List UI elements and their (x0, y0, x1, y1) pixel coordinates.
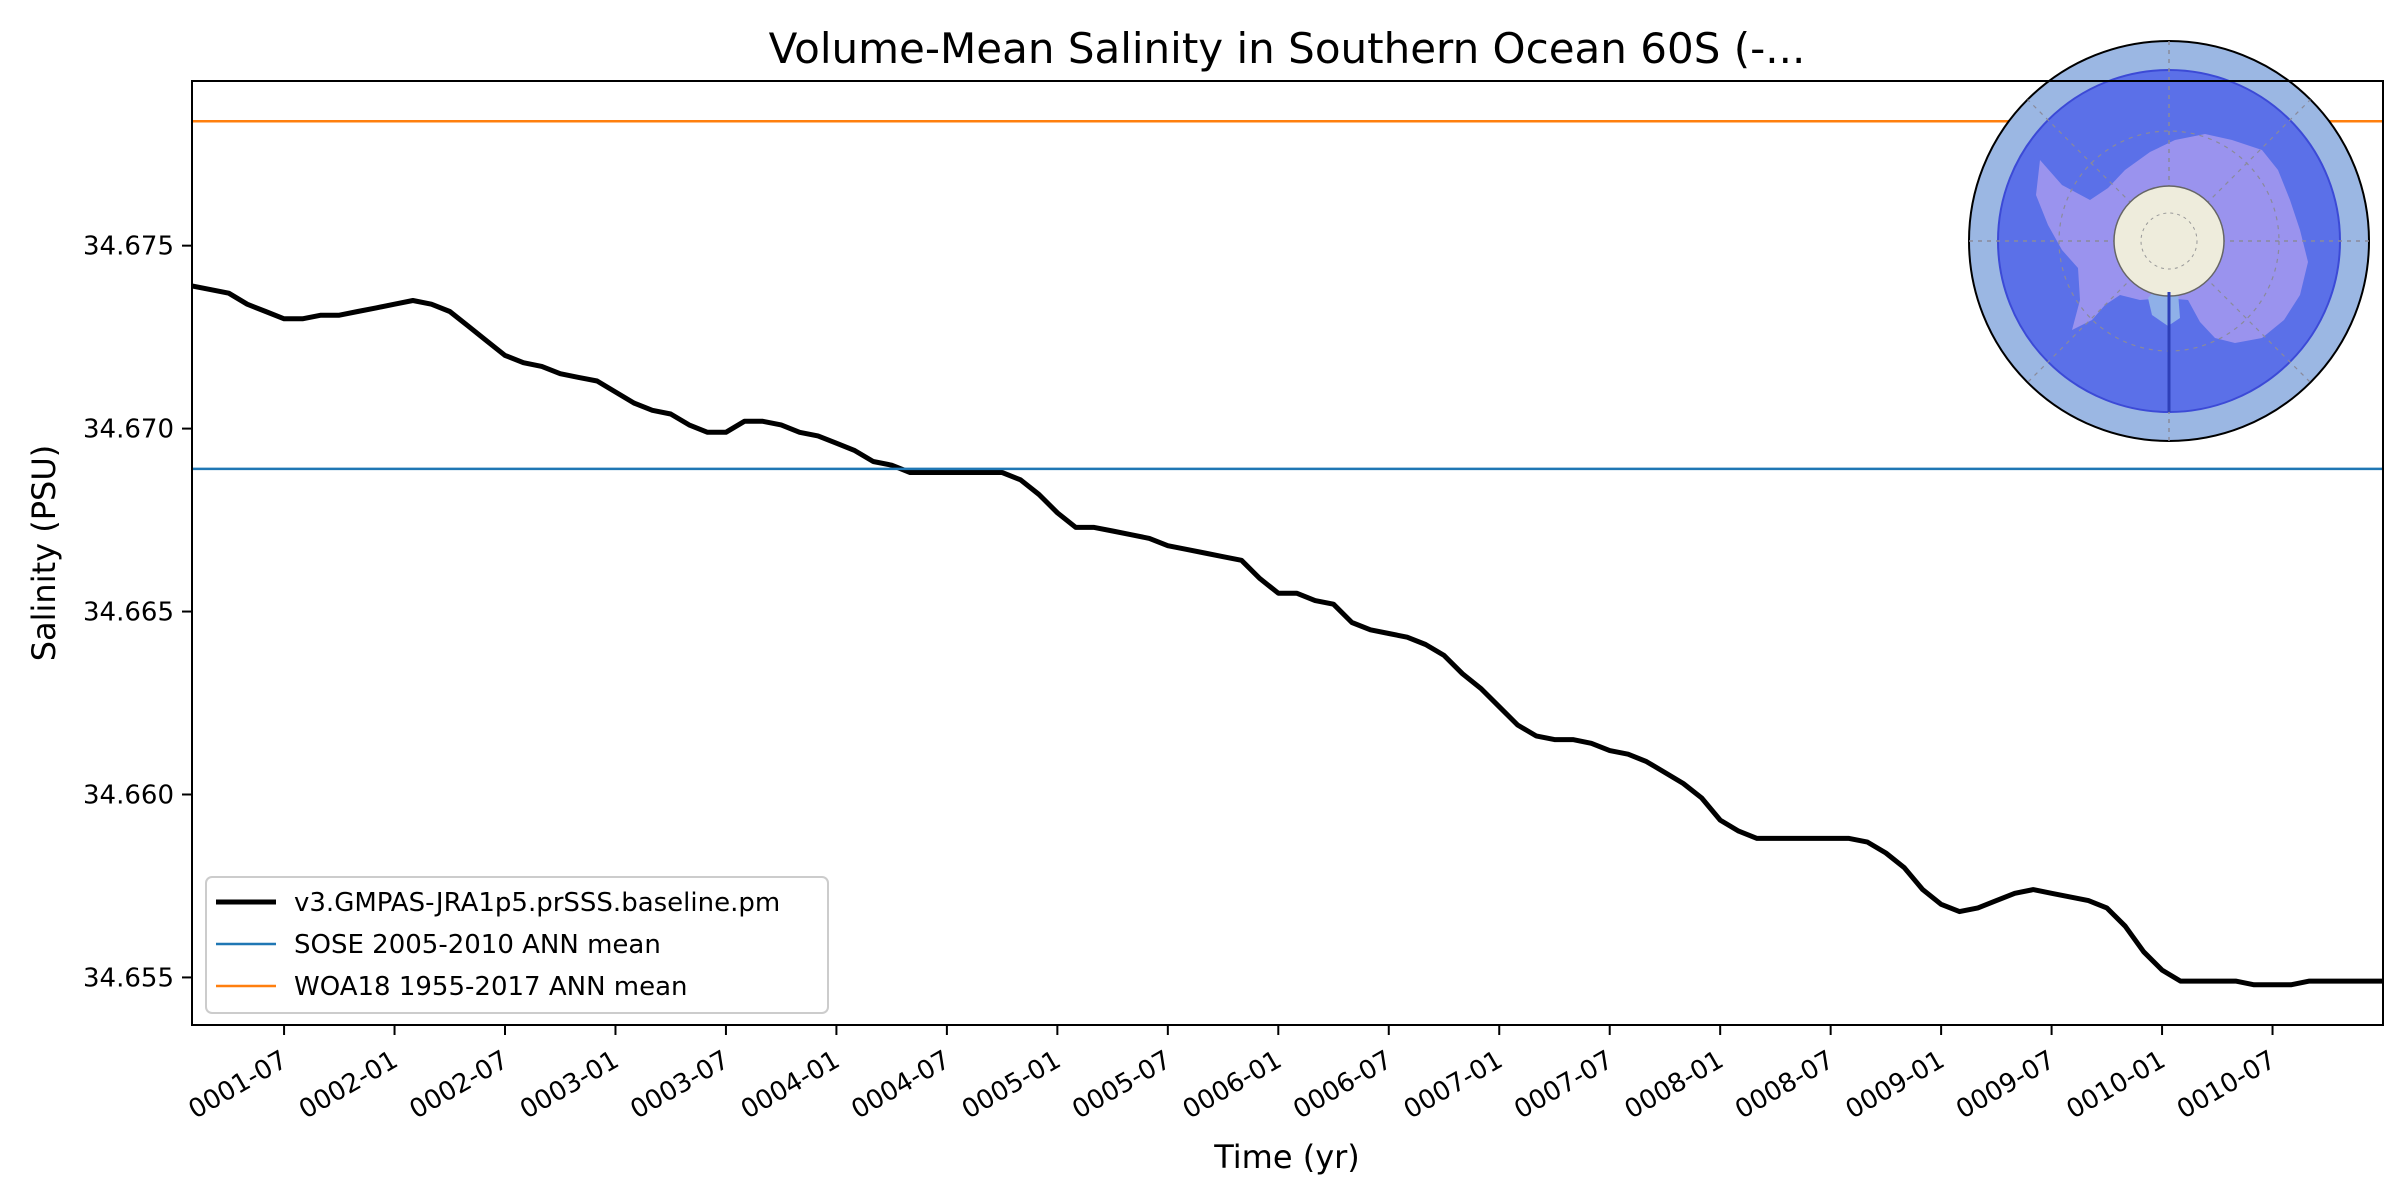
chart-title: Volume-Mean Salinity in Southern Ocean 6… (769, 24, 1806, 73)
y-axis: 34.655 34.660 34.665 34.670 34.675 (83, 232, 192, 993)
inset-pole-cap (2113, 185, 2225, 297)
legend: v3.GMPAS-JRA1p5.prSSS.baseline.pm SOSE 2… (205, 876, 829, 1014)
plot-frame (191, 80, 2384, 1026)
x-axis-label: Time (yr) (1213, 1138, 1360, 1176)
legend-label-woa18: WOA18 1955-2017 ANN mean (294, 972, 688, 1002)
region-inset-map (1968, 40, 2370, 442)
y-tick-label: 34.670 (83, 415, 174, 445)
legend-label-sose: SOSE 2005-2010 ANN mean (294, 930, 661, 960)
y-tick-label: 34.675 (83, 232, 174, 262)
series-line-model (192, 283, 2383, 988)
y-tick-label: 34.660 (83, 780, 174, 810)
y-tick-label: 34.655 (83, 963, 174, 993)
legend-frame (205, 876, 829, 1014)
inset-parallel (2140, 212, 2198, 270)
legend-label-model: v3.GMPAS-JRA1p5.prSSS.baseline.pm (294, 888, 780, 918)
y-tick-label: 34.665 (83, 598, 174, 628)
y-axis-label: Salinity (PSU) (25, 445, 63, 662)
